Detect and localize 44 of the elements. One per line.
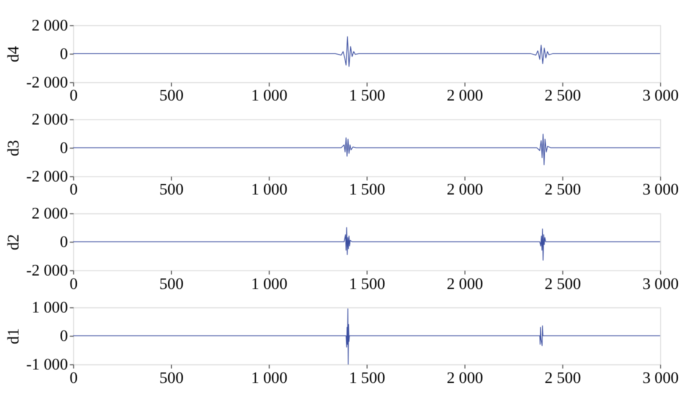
x-tick-label: 500 [159, 88, 184, 105]
x-tick-label: 1 500 [348, 182, 386, 199]
x-tick-label: 3 000 [642, 88, 679, 105]
x-tick-label: 3 000 [642, 182, 679, 199]
y-tick-label: -1 000 [26, 356, 68, 374]
y-tick-label: 2 000 [32, 17, 68, 34]
x-tick-label: 1 000 [251, 370, 288, 387]
y-tick-label: 1 000 [32, 300, 68, 316]
line-series [72, 134, 660, 166]
y-tick-label: 0 [60, 328, 68, 345]
y-axis-title: d4 [6, 46, 23, 62]
y-tick-label: 2 000 [32, 205, 68, 222]
x-tick-label: 1 500 [348, 276, 386, 293]
line-series [72, 308, 660, 365]
y-axis-title: d2 [6, 234, 23, 250]
x-tick-label: 3 000 [642, 370, 679, 387]
y-axis-title: d1 [6, 328, 23, 344]
x-tick-label: 1 000 [251, 276, 288, 293]
x-tick-label: 2 500 [544, 276, 581, 293]
x-tick-label: 3 000 [642, 276, 679, 293]
y-tick-label: -2 000 [26, 262, 68, 280]
x-tick-label: 2 500 [544, 182, 581, 199]
x-tick-label: 1 500 [348, 88, 386, 105]
x-tick-label: 1 000 [251, 182, 288, 199]
x-tick-label: 500 [159, 370, 184, 387]
x-tick-label: 2 000 [446, 370, 484, 387]
y-tick-label: -2 000 [26, 74, 68, 92]
y-tick-label: -2 000 [26, 168, 68, 186]
y-axis-title: d3 [6, 140, 23, 156]
x-tick-label: 2 000 [446, 88, 484, 105]
x-tick-label: 500 [159, 182, 184, 199]
x-tick-label: 500 [159, 276, 184, 293]
x-tick-label: 2 500 [544, 88, 581, 105]
x-tick-label: 1 500 [348, 370, 386, 387]
y-tick-label: 2 000 [32, 111, 68, 128]
x-tick-label: 2 000 [446, 276, 484, 293]
y-tick-label: 0 [60, 46, 68, 63]
x-tick-label: 2 500 [544, 370, 581, 387]
x-tick-label: 1 000 [251, 88, 288, 105]
x-tick-label: 2 000 [446, 182, 484, 199]
line-series [72, 36, 660, 67]
y-tick-label: 0 [60, 234, 68, 251]
y-tick-label: 0 [60, 140, 68, 157]
line-series [72, 227, 660, 261]
